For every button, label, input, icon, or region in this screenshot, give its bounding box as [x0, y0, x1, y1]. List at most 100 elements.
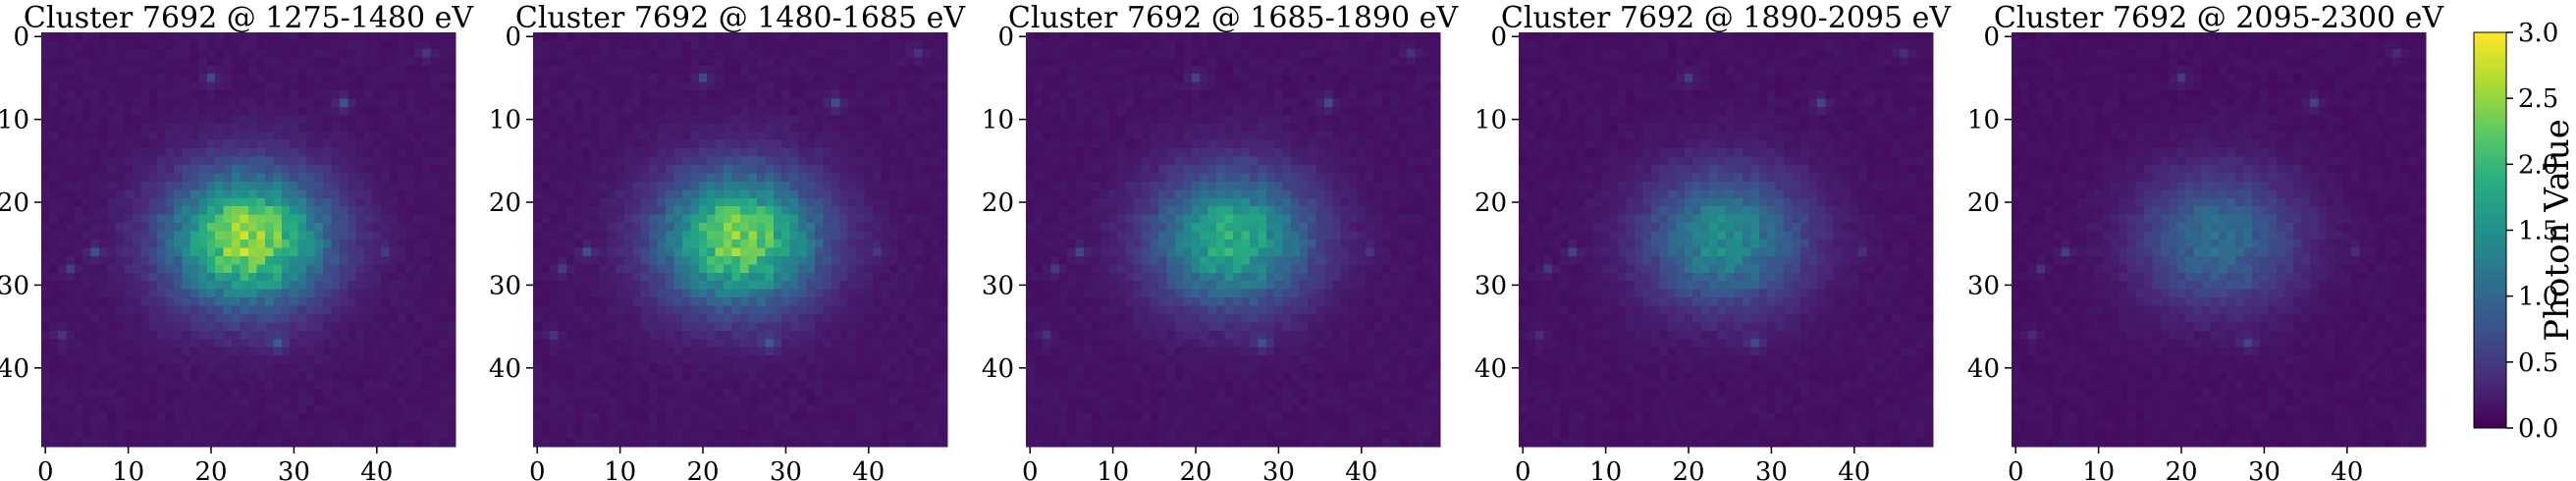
heatmap-cell	[541, 255, 551, 265]
heatmap-cell	[140, 305, 150, 315]
heatmap-cell	[107, 173, 117, 183]
heatmap-cell	[107, 148, 117, 158]
heatmap-cell	[140, 297, 150, 307]
heatmap-cell	[806, 355, 816, 365]
heatmap-cell	[873, 272, 883, 282]
heatmap-cell	[897, 98, 907, 108]
heatmap-cell	[49, 74, 59, 83]
heatmap-cell	[174, 156, 184, 166]
heatmap-cell	[90, 40, 100, 50]
heatmap-cell	[905, 413, 915, 423]
heatmap-cell	[781, 214, 791, 224]
heatmap-cell	[806, 264, 816, 274]
heatmap-cell	[839, 156, 849, 166]
heatmap-cell	[632, 240, 642, 249]
heatmap-cell	[765, 240, 775, 249]
heatmap-cell	[666, 98, 675, 108]
heatmap-cell	[314, 355, 324, 365]
heatmap-cell	[240, 156, 249, 166]
heatmap-cell	[558, 438, 567, 448]
heatmap-cell	[322, 330, 332, 340]
heatmap-cell	[623, 40, 633, 50]
heatmap-cell	[897, 57, 907, 67]
heatmap-cell	[549, 156, 559, 166]
heatmap-cell	[405, 347, 415, 356]
heatmap-cell	[355, 388, 365, 398]
heatmap-cell	[364, 65, 374, 75]
heatmap-cell	[439, 74, 449, 83]
heatmap-cell	[256, 347, 266, 356]
heatmap-cell	[905, 132, 915, 141]
heatmap-cell	[558, 165, 567, 175]
heatmap-cell	[897, 255, 907, 265]
heatmap-cell	[681, 313, 691, 323]
heatmap-cell	[698, 90, 708, 100]
heatmap-cell	[731, 404, 741, 414]
heatmap-cell	[666, 339, 675, 348]
heatmap-cell	[90, 355, 100, 365]
heatmap-cell	[715, 197, 724, 207]
heatmap-cell	[306, 363, 316, 373]
heatmap-cell	[99, 165, 109, 175]
heatmap-cell	[174, 165, 184, 175]
heatmap-cell	[731, 363, 741, 373]
heatmap-cell	[165, 74, 175, 83]
heatmap-cell	[731, 98, 741, 108]
heatmap-cell	[389, 115, 399, 125]
heatmap-cell	[922, 156, 932, 166]
heatmap-cell	[364, 388, 374, 398]
heatmap-cell	[640, 272, 650, 282]
heatmap-cell	[413, 413, 423, 423]
heatmap-cell	[616, 115, 625, 125]
heatmap-cell	[814, 189, 824, 199]
heatmap-cell	[888, 247, 898, 257]
heatmap-cell	[322, 156, 332, 166]
heatmap-cell	[599, 57, 609, 67]
heatmap-cell	[574, 380, 584, 390]
heatmap-cell	[107, 355, 117, 365]
heatmap-cell	[640, 388, 650, 398]
heatmap-cell	[240, 397, 249, 406]
heatmap-cell	[864, 430, 874, 440]
heatmap-cell	[558, 255, 567, 265]
heatmap-cell	[582, 289, 592, 298]
heatmap-cell	[397, 81, 406, 91]
heatmap-cell	[864, 380, 874, 390]
heatmap-cell	[232, 413, 242, 423]
heatmap-cell	[248, 330, 258, 340]
heatmap-cell	[90, 305, 100, 315]
heatmap-cell	[897, 297, 907, 307]
heatmap-cell	[447, 165, 456, 175]
heatmap-cell	[57, 98, 67, 108]
heatmap-cell	[657, 156, 667, 166]
heatmap-cell	[698, 397, 708, 406]
heatmap-cell	[881, 57, 890, 67]
heatmap-cell	[107, 189, 117, 199]
heatmap-cell	[57, 106, 67, 116]
heatmap-cell	[157, 139, 167, 149]
heatmap-cell	[649, 255, 659, 265]
heatmap-cell	[839, 363, 849, 373]
heatmap-cell	[533, 330, 543, 340]
heatmap-cell	[413, 380, 423, 390]
heatmap-cell	[248, 272, 258, 282]
heatmap-cell	[914, 305, 924, 315]
heatmap-cell	[273, 297, 283, 307]
heatmap-cell	[922, 148, 932, 158]
heatmap-cell	[389, 413, 399, 423]
heatmap-cell	[897, 206, 907, 216]
heatmap-cell	[157, 189, 167, 199]
heatmap-cell	[931, 173, 940, 183]
heatmap-cell	[372, 430, 382, 440]
heatmap-cell	[290, 206, 299, 216]
heatmap-cell	[599, 148, 609, 158]
heatmap-cell	[355, 380, 365, 390]
heatmap-cell	[82, 330, 92, 340]
heatmap-cell	[240, 139, 249, 149]
heatmap-cell	[649, 165, 659, 175]
heatmap-cell	[914, 413, 924, 423]
heatmap-cell	[607, 240, 617, 249]
heatmap-cell	[57, 380, 67, 390]
heatmap-cell	[798, 173, 808, 183]
heatmap-cell	[607, 197, 617, 207]
